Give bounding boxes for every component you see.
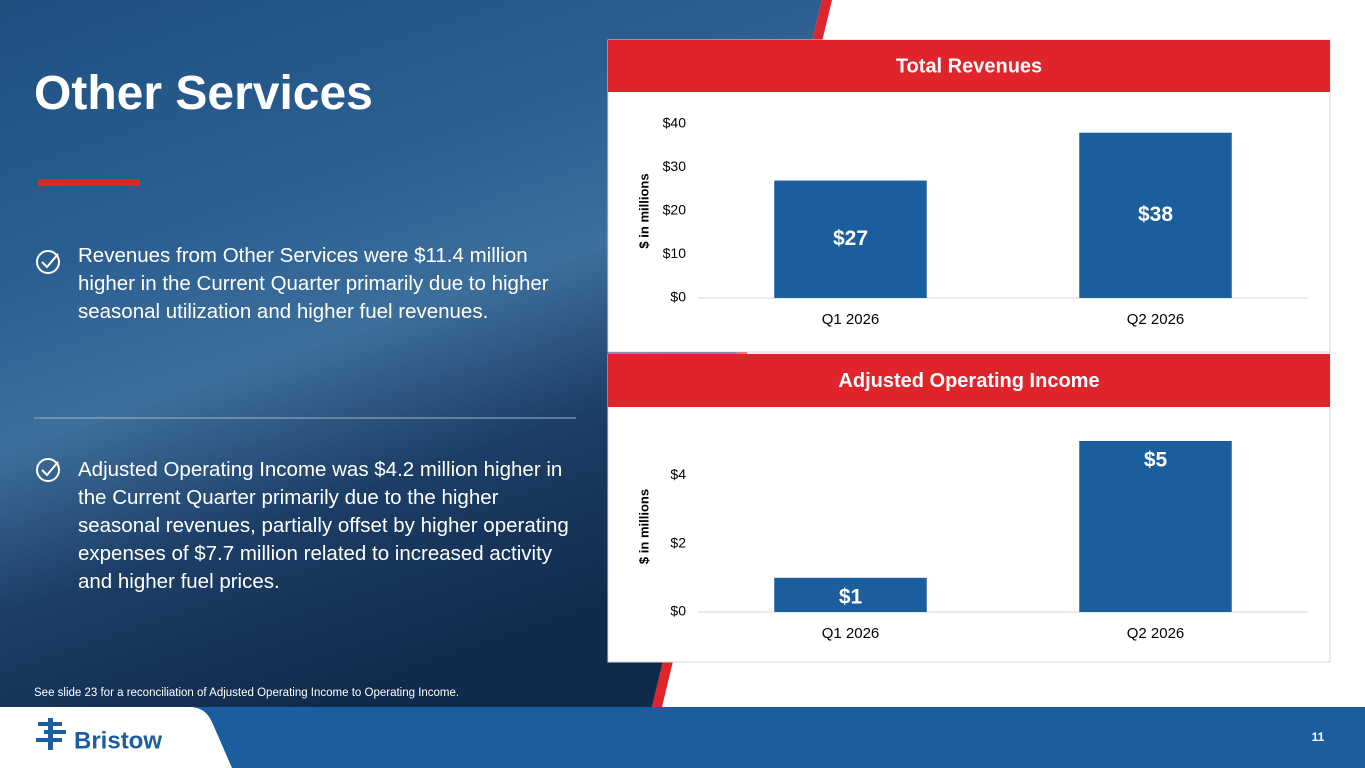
check-icon <box>36 250 60 274</box>
bullet-text: Adjusted Operating Income was $4.2 milli… <box>78 458 569 593</box>
chart-title: Total Revenues <box>896 55 1042 77</box>
chart-title: Adjusted Operating Income <box>838 370 1099 392</box>
chart-header <box>608 354 1330 407</box>
y-tick-label: $2 <box>670 534 686 550</box>
logo-mark <box>36 718 66 750</box>
y-tick-label: $4 <box>670 466 686 482</box>
y-tick-label: $0 <box>670 603 686 619</box>
y-axis-title: $ in millions <box>636 489 651 564</box>
y-tick-label: $20 <box>663 202 687 218</box>
title-underline <box>38 179 140 186</box>
y-tick-label: $10 <box>663 245 687 261</box>
bar <box>774 577 927 612</box>
value-label: $38 <box>1138 203 1173 226</box>
y-tick-label: $40 <box>663 115 687 131</box>
x-tick-label: Q1 2026 <box>822 625 880 642</box>
footnote: See slide 23 for a reconciliation of Adj… <box>34 687 460 699</box>
x-tick-label: Q2 2026 <box>1127 625 1185 642</box>
y-tick-label: $0 <box>670 289 686 305</box>
x-tick-label: Q1 2026 <box>822 311 880 328</box>
value-label: $27 <box>833 227 868 250</box>
page-number: 11 <box>1312 730 1325 744</box>
logo-text: Bristow <box>74 727 162 754</box>
value-label: $5 <box>1144 449 1168 472</box>
y-axis-title: $ in millions <box>636 173 651 248</box>
slide-title: Other Services <box>34 67 373 120</box>
y-tick-label: $30 <box>663 158 687 174</box>
value-label: $1 <box>839 585 863 608</box>
chart-header <box>608 40 1330 92</box>
x-tick-label: Q2 2026 <box>1127 311 1185 328</box>
check-icon <box>36 458 60 482</box>
bullet-text: Revenues from Other Services were $11.4 … <box>78 244 549 323</box>
bar <box>1079 441 1232 612</box>
bar <box>1079 132 1232 298</box>
bar <box>774 180 927 298</box>
